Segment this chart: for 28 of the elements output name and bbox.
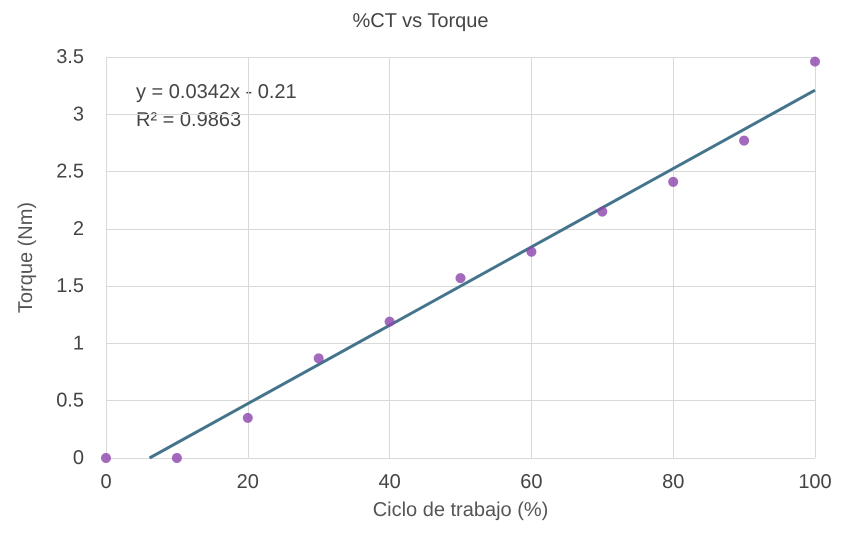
x-tick-label: 0 [100, 471, 112, 493]
x-tick-label: 60 [520, 471, 543, 493]
y-axis-title: Torque (Nm) [15, 202, 37, 314]
x-tick-label: 100 [798, 471, 832, 493]
y-tick-label: 1 [72, 332, 84, 354]
point [526, 246, 536, 257]
y-tick-label: 3 [72, 103, 84, 126]
x-tick-label: 80 [662, 471, 684, 493]
point [456, 273, 466, 284]
chart-title: %CT vs Torque [352, 10, 488, 32]
y-tick-label: 2 [72, 218, 84, 240]
point [242, 412, 253, 423]
point [597, 206, 608, 217]
y-tick-label: 3.5 [56, 46, 84, 68]
y-tick-label: 0.5 [56, 390, 84, 412]
point [172, 453, 182, 463]
point [314, 353, 324, 364]
point [668, 176, 678, 187]
point [101, 453, 111, 463]
x-tick-label: 20 [236, 471, 259, 493]
y-tick-label: 1.5 [56, 275, 84, 298]
y-tick-label: 0 [72, 447, 84, 469]
point [384, 316, 395, 327]
point [810, 56, 820, 67]
x-tick-label: 40 [378, 471, 401, 493]
x-axis-title: Ciclo de trabajo (%) [372, 499, 548, 521]
y-tick-label: 2.5 [56, 160, 84, 183]
point [739, 136, 750, 146]
